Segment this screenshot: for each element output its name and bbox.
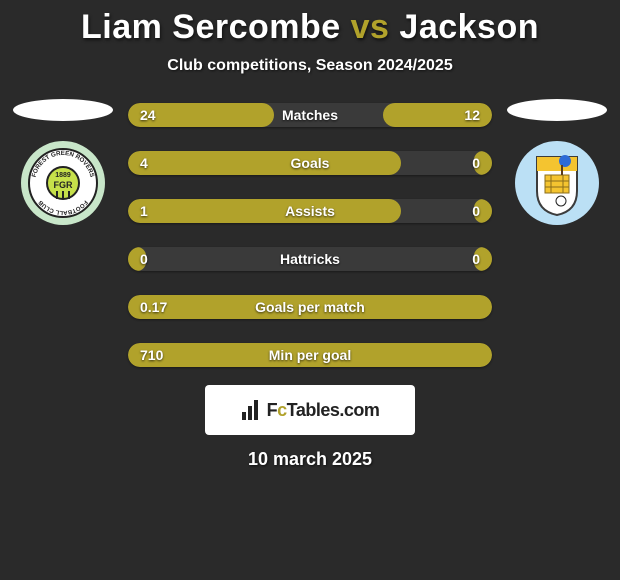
svg-text:1889: 1889 [55, 172, 71, 179]
subtitle: Club competitions, Season 2024/2025 [0, 57, 620, 75]
stat-label: Matches [128, 103, 492, 127]
stat-row: 1Assists0 [128, 199, 492, 223]
stat-row: 0Hattricks0 [128, 247, 492, 271]
stat-label: Goals per match [128, 295, 492, 319]
stat-row: 0.17Goals per match [128, 295, 492, 319]
stat-row: 24Matches12 [128, 103, 492, 127]
stat-row: 710Min per goal [128, 343, 492, 367]
stat-label: Assists [128, 199, 492, 223]
stat-value-right: 0 [472, 247, 480, 271]
stat-label: Goals [128, 151, 492, 175]
brand-rest: Tables.com [287, 400, 380, 420]
brand-badge: FcTables.com [205, 385, 415, 435]
stat-label: Hattricks [128, 247, 492, 271]
right-marker-ellipse [507, 99, 607, 121]
right-side [502, 99, 612, 225]
brand-bars-icon [241, 400, 263, 420]
brand-text: FcTables.com [267, 400, 380, 421]
brand-c: c [277, 400, 287, 420]
left-side: 1889 FGR FOREST GREEN ROVERS FOOTBALL CL… [8, 99, 118, 225]
comparison-layout: 1889 FGR FOREST GREEN ROVERS FOOTBALL CL… [0, 99, 620, 371]
stat-value-right: 0 [472, 199, 480, 223]
date-text: 10 march 2025 [0, 449, 620, 470]
title-left: Liam Sercombe [81, 8, 341, 46]
brand-f: F [267, 400, 278, 420]
stats-column: 24Matches124Goals01Assists00Hattricks00.… [128, 99, 492, 371]
title-vs: vs [341, 8, 400, 46]
stat-row: 4Goals0 [128, 151, 492, 175]
left-marker-ellipse [13, 99, 113, 121]
stat-value-right: 12 [464, 103, 480, 127]
title-right: Jackson [399, 8, 539, 46]
right-club-crest-icon [515, 141, 599, 225]
svg-text:FGR: FGR [54, 180, 73, 190]
stat-value-right: 0 [472, 151, 480, 175]
page-title: Liam Sercombe vs Jackson [0, 0, 620, 47]
stat-label: Min per goal [128, 343, 492, 367]
left-club-crest-icon: 1889 FGR FOREST GREEN ROVERS FOOTBALL CL… [21, 141, 105, 225]
